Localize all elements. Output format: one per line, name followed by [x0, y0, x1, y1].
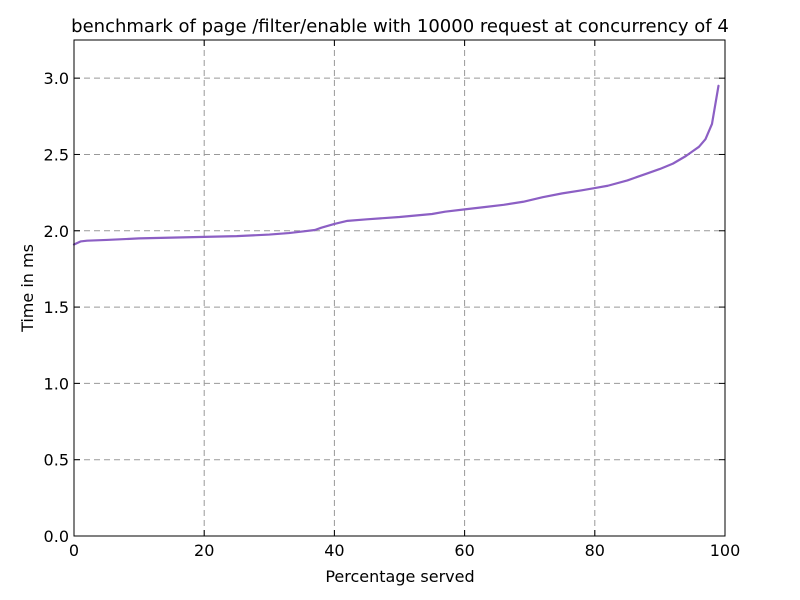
x-tick-label: 100 — [710, 541, 741, 560]
y-tick-label: 1.0 — [44, 374, 69, 393]
chart-title: benchmark of page /filter/enable with 10… — [71, 16, 729, 37]
y-tick-label: 1.5 — [44, 298, 69, 317]
axis-ticks — [73, 40, 726, 537]
y-axis-label: Time in ms — [18, 244, 37, 333]
x-tick-label: 20 — [194, 541, 214, 560]
y-tick-label: 0.0 — [44, 527, 69, 546]
x-tick-label: 80 — [585, 541, 605, 560]
series-layer — [72, 84, 720, 246]
x-tick-label: 40 — [324, 541, 344, 560]
grid — [74, 40, 725, 536]
x-tick-label: 60 — [454, 541, 474, 560]
series-line — [72, 84, 720, 246]
y-tick-label: 3.0 — [44, 69, 69, 88]
x-axis-label: Percentage served — [325, 567, 474, 586]
plot-frame — [73, 39, 726, 537]
y-tick-label: 0.5 — [44, 451, 69, 470]
y-tick-label: 2.5 — [44, 145, 69, 164]
x-tick-labels: 0 20 40 60 80 100 — [69, 541, 740, 560]
x-tick-label: 0 — [69, 541, 79, 560]
y-tick-labels: 0.0 0.5 1.0 1.5 2.0 2.5 3.0 — [44, 69, 69, 546]
y-tick-label: 2.0 — [44, 222, 69, 241]
